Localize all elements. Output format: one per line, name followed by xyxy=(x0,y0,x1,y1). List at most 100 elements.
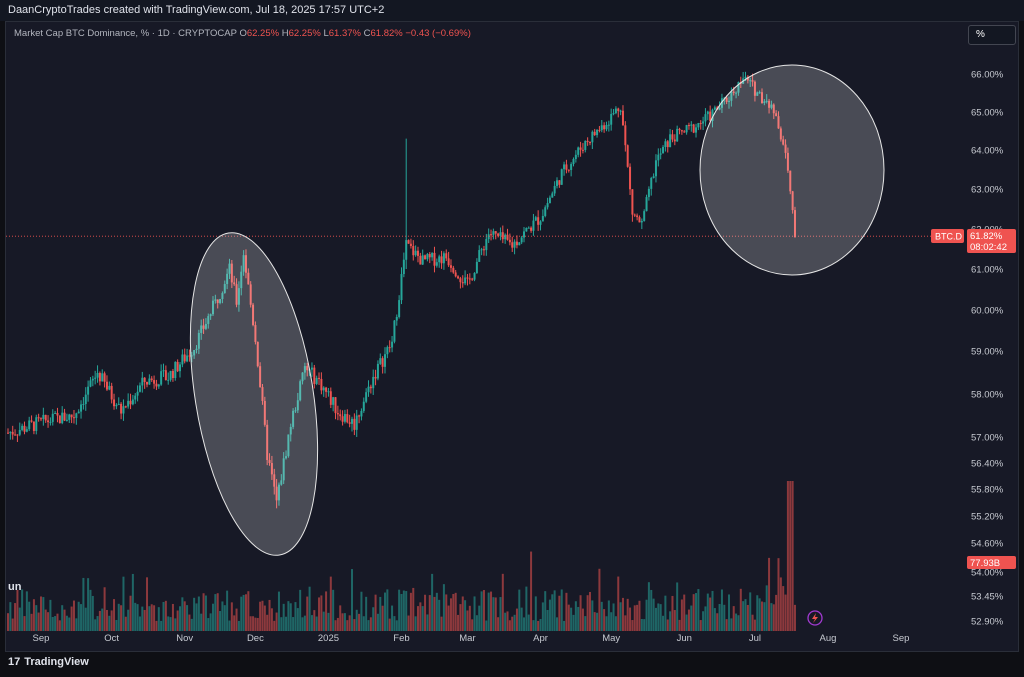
volume-bar xyxy=(75,618,78,631)
volume-bar xyxy=(105,609,108,631)
candle-body xyxy=(80,404,83,412)
volume-bar xyxy=(445,594,448,631)
volume-bar xyxy=(676,582,679,631)
candle-body xyxy=(70,414,73,418)
candle-body xyxy=(261,387,264,401)
candle-body xyxy=(334,397,337,414)
candle-body xyxy=(200,325,203,333)
volume-bar xyxy=(252,616,255,631)
candle-body xyxy=(72,417,75,419)
volume-bar xyxy=(421,606,424,631)
volume-bar xyxy=(37,612,40,631)
candle-body xyxy=(65,419,68,421)
candle-body xyxy=(567,169,570,171)
volume-bar xyxy=(579,595,582,631)
volume-bar xyxy=(546,609,549,631)
candle-body xyxy=(374,376,377,379)
volume-bar xyxy=(482,590,485,631)
volume-bar xyxy=(179,606,182,631)
candle-body xyxy=(765,100,768,102)
candle-body xyxy=(223,284,226,294)
candle-body xyxy=(650,177,653,189)
volume-bar xyxy=(157,607,160,631)
candle-body xyxy=(146,381,149,385)
price-axis-label: 55.20% xyxy=(971,512,1004,523)
tradingview-logo[interactable]: 17 TradingView xyxy=(8,656,89,668)
candle-body xyxy=(39,418,42,420)
volume-bar xyxy=(322,611,325,631)
volume-bar xyxy=(318,597,321,631)
volume-bar xyxy=(739,588,742,631)
candle-body xyxy=(657,154,660,161)
candle-body xyxy=(35,417,38,431)
volume-bar xyxy=(261,600,264,631)
candle-body xyxy=(193,350,196,356)
volume-bar xyxy=(650,589,653,631)
candle-body xyxy=(23,425,26,432)
candle-body xyxy=(138,385,141,392)
volume-bar xyxy=(779,577,782,631)
volume-bar xyxy=(572,614,575,631)
volume-bar xyxy=(433,596,436,631)
symbol-legend[interactable]: Market Cap BTC Dominance, % · 1D · CRYPT… xyxy=(14,28,471,39)
volume-bar xyxy=(452,593,455,631)
candle-body xyxy=(379,358,382,364)
candle-body xyxy=(647,188,650,198)
candle-body xyxy=(400,274,403,301)
volume-bar xyxy=(497,617,500,631)
candle-body xyxy=(626,145,629,167)
volume-bar xyxy=(659,604,662,631)
candle-body xyxy=(775,113,778,117)
candle-body xyxy=(282,458,285,481)
volume-bar xyxy=(263,605,266,631)
volume-bar xyxy=(596,612,599,631)
volume-bar xyxy=(539,619,542,631)
volume-bar xyxy=(600,601,603,631)
volume-bar xyxy=(398,589,401,631)
volume-bar xyxy=(195,603,198,631)
volume-bar xyxy=(442,584,445,631)
volume-bar xyxy=(379,596,382,631)
volume-bar xyxy=(301,617,304,631)
volume-bar xyxy=(494,597,497,631)
volume-bar xyxy=(388,618,391,631)
candle-body xyxy=(230,263,233,283)
candle-body xyxy=(249,284,252,305)
volume-bar xyxy=(235,608,238,631)
volume-bar xyxy=(581,608,584,631)
volume-bar xyxy=(563,620,566,631)
candle-body xyxy=(87,386,90,395)
percent-scale-button[interactable]: % xyxy=(968,25,1016,45)
volume-bar xyxy=(395,620,398,631)
candle-body xyxy=(654,160,657,177)
volume-bar xyxy=(603,609,606,631)
candle-body xyxy=(711,109,714,122)
volume-bar xyxy=(511,616,514,631)
volume-bar xyxy=(586,595,589,631)
candle-body xyxy=(692,124,695,133)
candle-body xyxy=(730,91,733,101)
volume-bar xyxy=(426,614,429,631)
volume-bar xyxy=(400,594,403,631)
lightning-icon[interactable] xyxy=(807,610,823,626)
candle-body xyxy=(508,239,511,243)
candle-body xyxy=(445,253,448,259)
volume-bar xyxy=(508,620,511,631)
candle-body xyxy=(346,414,349,423)
candle-body xyxy=(353,418,356,430)
volume-bar xyxy=(18,607,21,631)
volume-bar xyxy=(685,614,688,631)
candle-body xyxy=(584,140,587,150)
candle-body xyxy=(322,387,325,391)
chart-pane[interactable] xyxy=(5,21,1019,652)
candle-body xyxy=(343,414,346,422)
volume-bar xyxy=(751,614,754,631)
candle-body xyxy=(603,125,606,130)
candle-body xyxy=(598,129,601,131)
volume-bar xyxy=(654,607,657,631)
volume-bar xyxy=(122,576,125,631)
candle-body xyxy=(113,399,116,407)
price-axis-label: 60.00% xyxy=(971,306,1004,317)
candle-body xyxy=(725,97,728,102)
